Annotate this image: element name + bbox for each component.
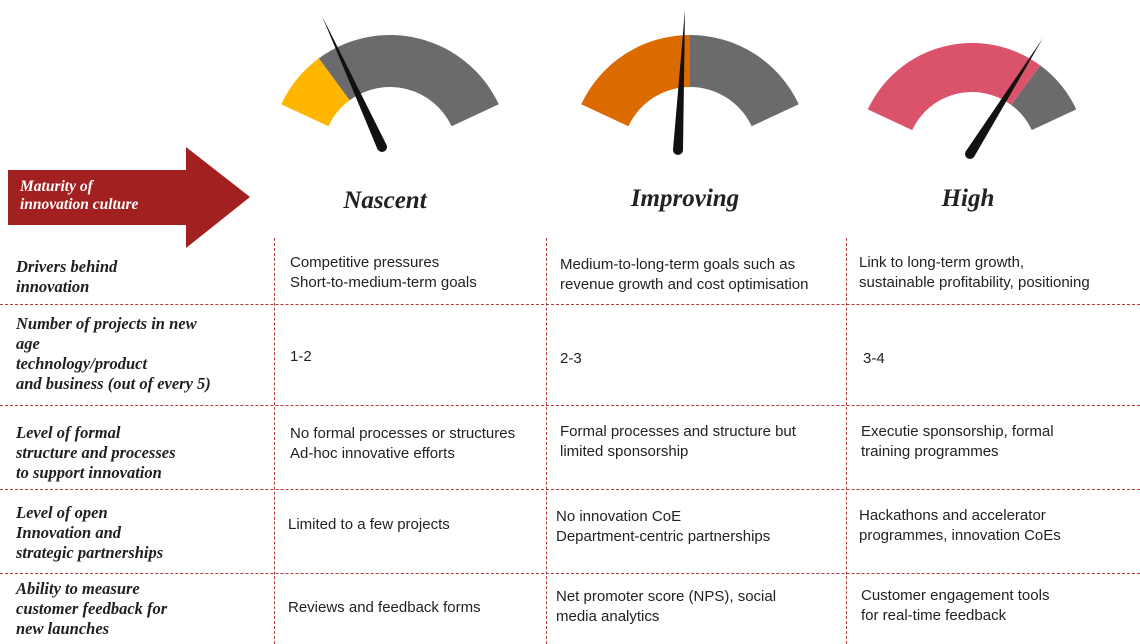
cell-line: media analytics bbox=[556, 608, 660, 625]
gauge-fill bbox=[867, 43, 1041, 131]
cell-line: Hackathons and accelerator bbox=[859, 507, 1046, 524]
cell-feedback-improving: Net promoter score (NPS), social media a… bbox=[556, 587, 776, 627]
cell-line: programmes, innovation CoEs bbox=[859, 527, 1061, 544]
cell-line: Executie sponsorship, formal bbox=[861, 423, 1054, 440]
row-label-line: new launches bbox=[16, 619, 110, 638]
cell-line: No innovation CoE bbox=[556, 508, 682, 525]
stage-title-nascent: Nascent bbox=[343, 187, 427, 214]
cell-line: 2-3 bbox=[560, 350, 582, 367]
cell-line: limited sponsorship bbox=[560, 443, 689, 460]
gauge-fill bbox=[581, 35, 690, 127]
row-divider-3 bbox=[0, 489, 1140, 490]
row-label-line: and business (out of every 5) bbox=[16, 374, 211, 393]
cell-drivers-high: Link to long-term growth, sustainable pr… bbox=[859, 253, 1090, 293]
row-label-feedback: Ability to measure customer feedback for… bbox=[16, 579, 276, 639]
column-divider-1 bbox=[274, 238, 275, 644]
row-label-projects: Number of projects in new age technology… bbox=[16, 314, 276, 394]
row-label-line: Level of open bbox=[16, 503, 108, 522]
row-label-open-innovation: Level of open Innovation and strategic p… bbox=[16, 503, 276, 563]
arrow-shape bbox=[8, 147, 250, 248]
row-label-line: age bbox=[16, 334, 40, 353]
gauge-high-svg bbox=[867, 38, 1077, 159]
row-label-line: Level of formal bbox=[16, 423, 121, 442]
cell-line: Link to long-term growth, bbox=[859, 254, 1025, 271]
cell-line: Net promoter score (NPS), social bbox=[556, 588, 777, 605]
cell-line: sustainable profitability, positioning bbox=[859, 274, 1090, 291]
cell-drivers-nascent: Competitive pressures Short-to-medium-te… bbox=[290, 253, 477, 293]
cell-line: Short-to-medium-term goals bbox=[290, 274, 477, 291]
gauge-track bbox=[1011, 65, 1077, 131]
cell-projects-high: 3-4 bbox=[863, 349, 885, 369]
row-label-line: Innovation and bbox=[16, 523, 121, 542]
row-label-line: innovation bbox=[16, 277, 90, 296]
cell-line: Medium-to-long-term goals such as bbox=[560, 256, 796, 273]
row-label-line: strategic partnerships bbox=[16, 543, 164, 562]
cell-line: No formal processes or structures bbox=[290, 425, 516, 442]
cell-structure-improving: Formal processes and structure but limit… bbox=[560, 422, 796, 462]
gauge-nascent-svg bbox=[281, 16, 499, 152]
cell-open-innovation-nascent: Limited to a few projects bbox=[288, 515, 450, 535]
cell-line: Customer engagement tools bbox=[861, 587, 1050, 604]
maturity-arrow: Maturity of innovation culture bbox=[8, 147, 250, 248]
gauge-needle-hub bbox=[377, 142, 387, 152]
row-label-drivers: Drivers behind innovation bbox=[16, 257, 276, 297]
row-label-line: to support innovation bbox=[16, 463, 162, 482]
cell-feedback-high: Customer engagement tools for real-time … bbox=[861, 586, 1049, 626]
cell-line: for real-time feedback bbox=[861, 607, 1007, 624]
gauge-needle bbox=[322, 16, 387, 150]
arrow-label: Maturity of innovation culture bbox=[20, 178, 195, 214]
cell-structure-high: Executie sponsorship, formal training pr… bbox=[861, 422, 1054, 462]
cell-projects-nascent: 1-2 bbox=[290, 347, 312, 367]
cell-projects-improving: 2-3 bbox=[560, 349, 582, 369]
row-label-line: Drivers behind bbox=[16, 257, 118, 276]
cell-structure-nascent: No formal processes or structures Ad-hoc… bbox=[290, 424, 515, 464]
cell-line: 3-4 bbox=[863, 350, 885, 367]
row-label-structure: Level of formal structure and processes … bbox=[16, 423, 276, 483]
cell-feedback-nascent: Reviews and feedback forms bbox=[288, 598, 481, 618]
cell-line: Ad-hoc innovative efforts bbox=[290, 445, 455, 462]
column-divider-3 bbox=[846, 238, 847, 644]
cell-drivers-improving: Medium-to-long-term goals such as revenu… bbox=[560, 255, 808, 295]
gauge-needle bbox=[965, 38, 1043, 157]
gauge-track bbox=[318, 35, 499, 127]
row-label-line: Number of projects in new bbox=[16, 314, 197, 333]
gauge-track bbox=[690, 35, 799, 127]
row-label-line: structure and processes bbox=[16, 443, 176, 462]
stage-title-improving: Improving bbox=[630, 185, 740, 212]
gauge-high bbox=[860, 30, 1100, 165]
cell-open-innovation-high: Hackathons and accelerator programmes, i… bbox=[859, 506, 1061, 546]
cell-line: Formal processes and structure but bbox=[560, 423, 796, 440]
cell-line: Reviews and feedback forms bbox=[288, 599, 481, 616]
row-label-line: technology/product bbox=[16, 354, 148, 373]
row-divider-2 bbox=[0, 405, 1140, 406]
row-label-line: customer feedback for bbox=[16, 599, 168, 618]
cell-open-innovation-improving: No innovation CoE Department-centric par… bbox=[556, 507, 770, 547]
gauge-nascent bbox=[270, 10, 510, 160]
cell-line: revenue growth and cost optimisation bbox=[560, 276, 809, 293]
gauge-needle-hub bbox=[965, 149, 975, 159]
cell-line: Department-centric partnerships bbox=[556, 528, 771, 545]
gauge-needle-hub bbox=[673, 145, 683, 155]
row-divider-1 bbox=[0, 304, 1140, 305]
gauge-improving-svg bbox=[581, 10, 799, 155]
row-label-line: Ability to measure bbox=[16, 579, 140, 598]
column-divider-2 bbox=[546, 238, 547, 644]
arrow-label-line-2: innovation culture bbox=[20, 196, 139, 213]
cell-line: Competitive pressures bbox=[290, 254, 440, 271]
cell-line: training programmes bbox=[861, 443, 999, 460]
row-divider-4 bbox=[0, 573, 1140, 574]
cell-line: 1-2 bbox=[290, 348, 312, 365]
gauge-needle bbox=[673, 10, 685, 151]
arrow-label-line-1: Maturity of bbox=[20, 178, 93, 195]
gauge-fill bbox=[281, 58, 350, 127]
gauge-improving bbox=[570, 5, 810, 160]
cell-line: Limited to a few projects bbox=[288, 516, 450, 533]
stage-title-high: High bbox=[941, 185, 995, 212]
